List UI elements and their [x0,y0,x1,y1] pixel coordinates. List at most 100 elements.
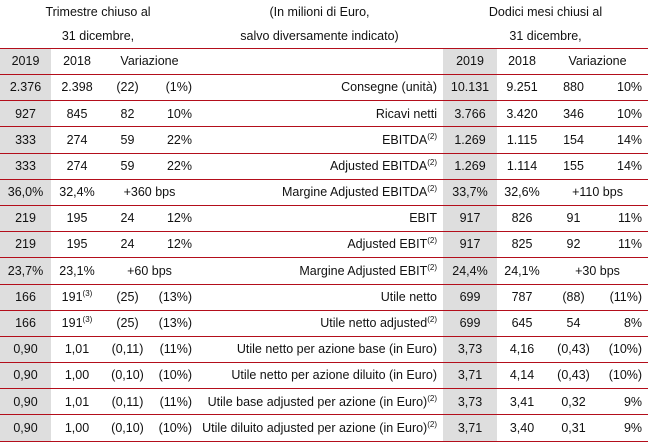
quarter-variation-pct: (11%) [152,388,196,416]
quarter-variation-bps: +360 bps [103,179,196,206]
twelve-months-2019-value: 1.269 [443,126,497,154]
row-label: Ricavi netti [375,106,437,121]
quarter-2019-value: 0,90 [0,336,51,364]
row-label-cell: Consegne (unità) [196,74,443,102]
table-row: 166 191(3) (25) (13%) Utile netto adjusted(2… [0,310,648,337]
quarter-2018-cell: 191(3) [51,284,103,311]
quarter-variation-abs: 59 [103,126,152,154]
twelve-months-2019-value: 699 [443,310,497,337]
unit-header-line1: (In milioni di Euro, [269,4,370,19]
quarter-variation-abs: (25) [103,284,152,311]
twelve-months-variation-abs: 880 [547,74,600,102]
table-row: 0,90 1,00 (0,10) (10%) Utile diluito adjuste… [0,414,648,442]
twelve-months-2019-value: 1.269 [443,153,497,180]
quarter-variation-pct: (13%) [152,310,196,337]
twelve-months-variation-abs: 154 [547,126,600,154]
twelve-months-variation-pct: 8% [600,310,648,337]
row-label: Adjusted EBITDA [329,158,428,173]
footnote-ref: (3) [82,288,93,298]
footnote-ref: (3) [82,315,93,325]
unit-header-line2: salvo diversamente indicato) [196,24,443,49]
col-2018-twelve-months: 2018 [497,48,547,75]
quarter-variation-pct: 10% [152,100,196,128]
twelve-months-2019-value: 917 [443,205,497,233]
table-row: 23,7% 23,1% +60 bps Margine Adjusted EBIT(2… [0,257,648,285]
twelve-months-2018-value: 787 [497,284,547,311]
row-label-cell: Adjusted EBIT(2) [196,231,443,259]
quarter-variation-pct: (1%) [152,74,196,102]
col-2019-twelve-months: 2019 [443,48,497,75]
quarter-2018-cell: 1,00 [51,362,103,390]
twelve-months-variation-pct: 11% [600,205,648,233]
quarter-2019-value: 333 [0,153,51,180]
twelve-months-variation-bps: +30 bps [547,257,648,285]
footnote-ref: (2) [427,262,437,272]
twelve-months-variation-abs: 91 [547,205,600,233]
quarter-2018-value: 1,01 [64,342,90,357]
quarter-header-line2: 31 dicembre, [0,24,196,49]
quarter-2018-cell: 1,01 [51,388,103,416]
footnote-ref: (2) [427,184,437,194]
row-label-cell: Margine Adjusted EBIT(2) [196,257,443,285]
twelve-months-variation-abs: 155 [547,153,600,180]
quarter-2019-value: 166 [0,284,51,311]
quarter-variation-abs: (22) [103,74,152,102]
quarter-2018-cell: 195 [51,231,103,259]
twelve-months-variation-abs: (88) [547,284,600,311]
twelve-months-variation-abs: 0,31 [547,414,600,442]
twelve-months-2018-value: 4,16 [497,336,547,364]
quarter-2018-cell: 23,1% [51,257,103,285]
table-row: 36,0% 32,4% +360 bps Margine Adjusted EBITD… [0,179,648,206]
table-row: 0,90 1,00 (0,10) (10%) Utile netto per azion… [0,362,648,390]
twelve-months-variation-abs: 0,32 [547,388,600,416]
quarter-variation-abs: (0,11) [103,336,152,364]
twelve-months-variation-pct: 9% [600,414,648,442]
quarter-2019-value: 166 [0,310,51,337]
twelve-months-header-line1: Dodici mesi chiusi al [488,4,603,19]
row-label-cell: Margine Adjusted EBITDA(2) [196,179,443,206]
table-row: 0,90 1,01 (0,11) (11%) Utile netto per azion… [0,336,648,364]
twelve-months-2018-value: 3,41 [497,388,547,416]
quarter-variation-pct: (10%) [152,414,196,442]
quarter-2018-cell: 2.398 [51,74,103,102]
row-label-cell: Utile netto adjusted(2) [196,310,443,337]
twelve-months-variation-abs: (0,43) [547,336,600,364]
row-label: Consegne (unità) [341,80,437,95]
table-row: 333 274 59 22% Adjusted EBITDA(2) 1.269 1.114 1… [0,153,648,180]
table-row: 927 845 82 10% Ricavi netti 3.766 3.420 346 10% [0,100,648,128]
row-label-cell: Utile diluito adjusted per azione (in Eu… [196,414,443,442]
quarter-2018-cell: 32,4% [51,179,103,206]
quarter-variation-abs: 24 [103,231,152,259]
quarter-header-line1: Trimestre chiuso al [45,4,151,19]
row-label-cell: Utile netto [196,284,443,311]
header-row-2: 31 dicembre, salvo diversamente indicato… [0,24,648,49]
table-row: 333 274 59 22% EBITDA(2) 1.269 1.115 154 14% [0,126,648,154]
quarter-2018-value: 195 [66,211,88,226]
quarter-2018-value: 195 [66,237,88,252]
footnote-ref: (2) [427,131,437,141]
twelve-months-2019-value: 3,73 [443,336,497,364]
row-label-cell: Utile netto per azione diluito (in Euro) [196,362,443,390]
quarter-2019-value: 0,90 [0,388,51,416]
quarter-2018-value: 1,00 [64,368,90,383]
twelve-months-2018-value: 9.251 [497,74,547,102]
quarter-variation-abs: 82 [103,100,152,128]
twelve-months-variation-abs: (0,43) [547,362,600,390]
row-label: Utile netto per azione diluito (in Euro) [231,368,437,383]
row-label-cell: Ricavi netti [196,100,443,128]
twelve-months-variation-pct: 14% [600,126,648,154]
row-label: Adjusted EBIT [347,237,428,252]
column-header-row: 2019 2018 Variazione 2019 2018 Variazion… [0,48,648,75]
footnote-ref: (2) [427,393,437,403]
quarter-variation-pct: 12% [152,231,196,259]
row-label: Utile base adjusted per azione (in Euro) [207,394,428,409]
quarter-variation-pct: (13%) [152,284,196,311]
twelve-months-2018-value: 826 [497,205,547,233]
quarter-2018-value: 23,1% [59,263,95,278]
row-label: EBIT [409,211,437,226]
quarter-variation-bps: +60 bps [103,257,196,285]
quarter-2018-value: 32,4% [59,185,95,200]
twelve-months-variation-pct: (10%) [600,336,648,364]
